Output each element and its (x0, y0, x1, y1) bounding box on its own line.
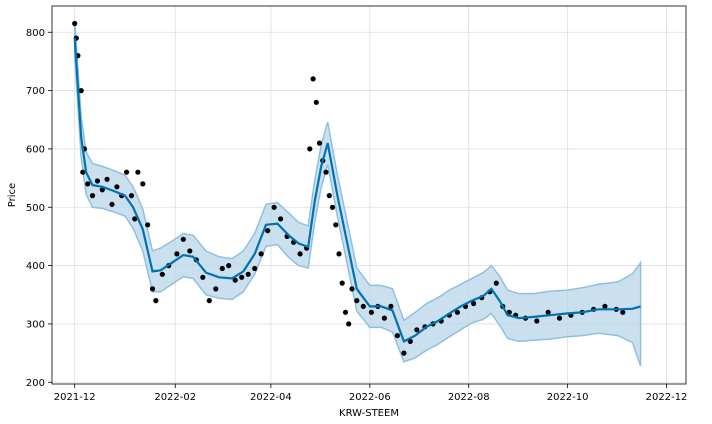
observed-point (200, 274, 206, 280)
x-tick-label: 2022-12 (646, 392, 688, 403)
observed-point (145, 222, 151, 228)
x-tick-label: 2021-12 (54, 392, 96, 403)
observed-point (388, 303, 394, 309)
observed-point (114, 184, 120, 190)
x-tick-label: 2022-06 (349, 392, 391, 403)
observed-point (342, 309, 349, 315)
observed-point (187, 248, 193, 254)
observed-point (213, 286, 219, 292)
observed-point (78, 88, 84, 94)
observed-point (85, 181, 91, 187)
observed-point (471, 300, 477, 307)
observed-point (278, 216, 284, 222)
observed-point (381, 315, 387, 321)
observed-point (323, 169, 329, 175)
observed-point (354, 298, 360, 304)
y-tick-label: 300 (26, 319, 45, 330)
x-tick-label: 2022-10 (547, 392, 589, 403)
y-axis-label: Price (7, 183, 18, 207)
x-tick-label: 2022-02 (154, 392, 196, 403)
observed-point (180, 236, 186, 242)
observed-point (206, 298, 212, 304)
observed-point (545, 309, 551, 315)
observed-point (72, 20, 78, 27)
observed-point (226, 263, 232, 269)
observed-point (407, 338, 413, 344)
observed-point (219, 265, 225, 272)
y-tick-label: 800 (26, 28, 45, 39)
observed-point (239, 274, 245, 280)
observed-point (149, 286, 156, 292)
observed-point (80, 169, 86, 175)
observed-point (333, 222, 339, 228)
plot-frame (51, 5, 687, 385)
observed-point (414, 327, 420, 333)
y-axis-ticks: 200 300 400 500 600 700 800 (26, 28, 52, 389)
observed-point (368, 309, 374, 315)
observed-point (232, 277, 238, 283)
y-tick-label: 500 (26, 203, 45, 214)
observed-point (326, 193, 332, 199)
observed-point (153, 298, 159, 304)
y-tick-label: 200 (26, 378, 45, 389)
observed-point (252, 265, 258, 272)
observed-point (316, 140, 323, 146)
y-tick-label: 400 (26, 261, 45, 272)
observed-point (109, 201, 115, 207)
observed-point (258, 251, 264, 257)
observed-point (493, 280, 499, 286)
observed-point (506, 309, 512, 315)
observed-point (159, 271, 165, 277)
x-axis-label: KRW-STEEM (339, 408, 399, 419)
x-tick-label: 2022-08 (448, 392, 490, 403)
observed-point (360, 303, 366, 309)
uncertainty-band (73, 20, 642, 367)
y-tick-label: 700 (26, 86, 45, 97)
observed-point (89, 193, 96, 199)
grid (52, 6, 686, 384)
observed-point (128, 193, 135, 199)
observed-point (132, 216, 138, 222)
observed-point (310, 76, 316, 82)
observed-point (346, 321, 352, 327)
x-tick-label: 2022-04 (250, 392, 292, 403)
observed-points (72, 20, 626, 356)
observed-point (336, 251, 342, 257)
observed-point (602, 303, 608, 309)
observed-point (245, 271, 251, 277)
observed-point (339, 280, 345, 286)
observed-point (329, 204, 336, 210)
observed-point (265, 228, 271, 234)
observed-point (307, 146, 313, 152)
observed-point (297, 251, 303, 257)
observed-point (534, 318, 540, 324)
y-tick-label: 600 (26, 144, 45, 155)
observed-point (313, 99, 319, 105)
observed-point (401, 350, 407, 356)
x-axis-ticks: 2021-12 2022-02 2022-04 2022-06 2022-08 2022-… (54, 384, 688, 403)
observed-point (104, 176, 110, 182)
observed-point (174, 251, 180, 257)
observed-point (99, 187, 105, 193)
observed-point (620, 309, 626, 315)
observed-point (135, 169, 141, 175)
observed-point (271, 204, 277, 210)
observed-point (140, 181, 146, 187)
observed-point (394, 333, 400, 339)
observed-point (556, 315, 563, 321)
observed-point (124, 169, 130, 175)
observed-point (454, 309, 460, 315)
forecast-line (73, 38, 641, 343)
observed-point (94, 178, 100, 184)
observed-point (349, 286, 355, 292)
